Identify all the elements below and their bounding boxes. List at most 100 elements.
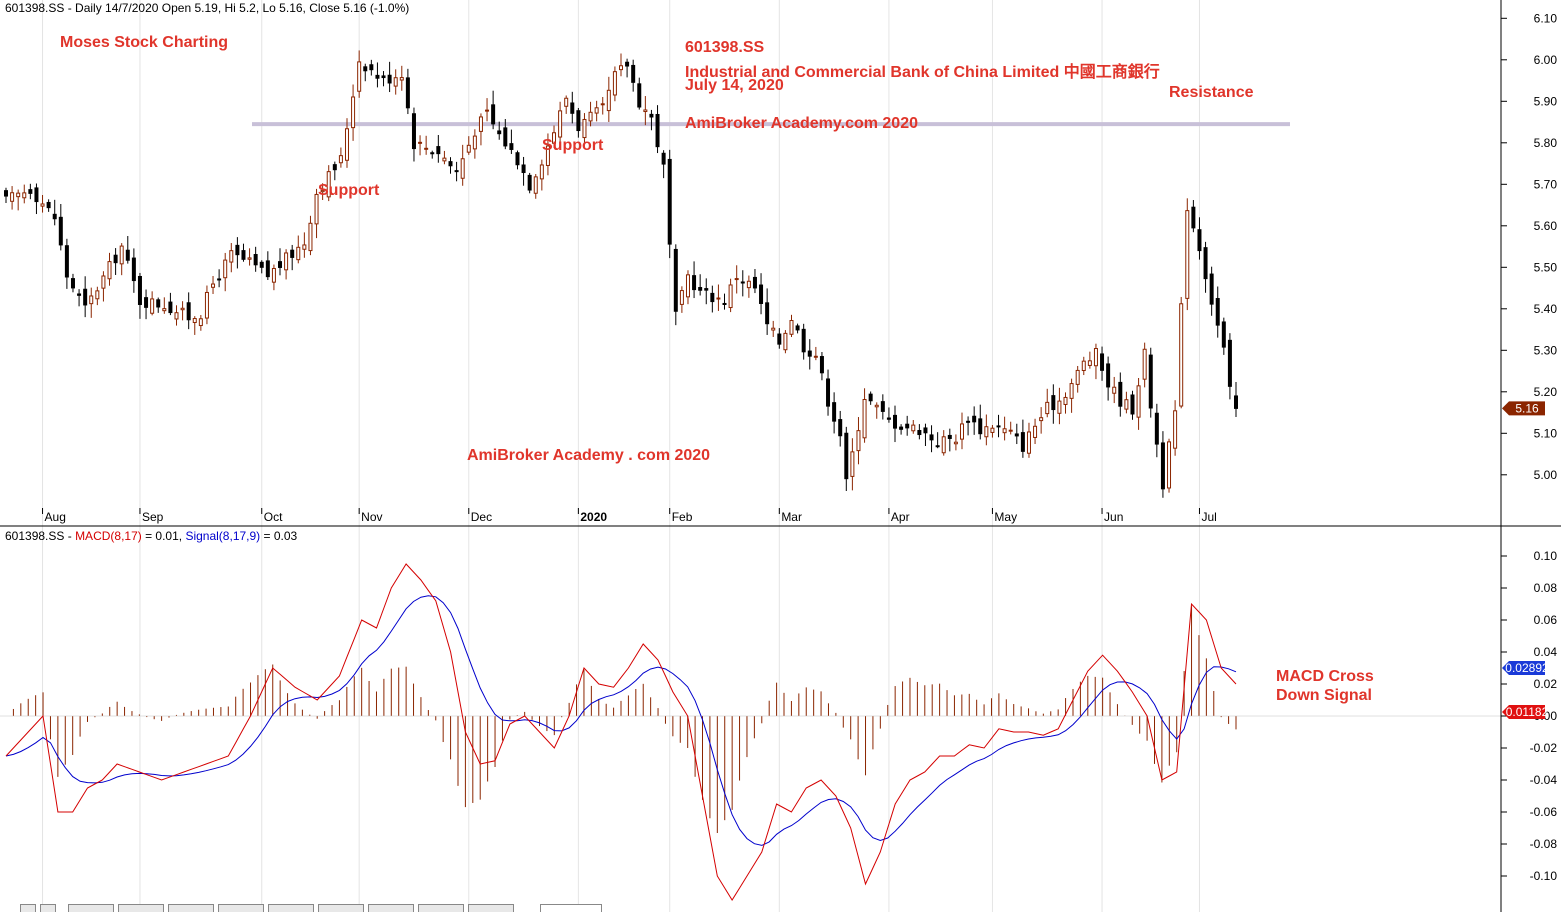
candle-body bbox=[929, 434, 934, 441]
candle-body bbox=[229, 250, 234, 263]
candle-body bbox=[442, 157, 447, 162]
candle bbox=[868, 391, 873, 405]
candle bbox=[174, 305, 179, 326]
candle-body bbox=[192, 318, 197, 324]
sheet-tab[interactable] bbox=[268, 904, 314, 912]
candle-body bbox=[1160, 442, 1165, 490]
candle-body bbox=[819, 356, 824, 374]
candle bbox=[460, 144, 465, 186]
candle-body bbox=[826, 378, 831, 407]
last-close-badge: 5.16 bbox=[1502, 401, 1545, 416]
sheet-tab[interactable] bbox=[218, 904, 264, 912]
candle bbox=[52, 199, 57, 226]
candle-body bbox=[582, 118, 587, 139]
candle bbox=[1100, 346, 1105, 381]
academy-mid-annotation: AmiBroker Academy . com 2020 bbox=[467, 447, 711, 464]
date-annotation: July 14, 2020 bbox=[685, 77, 784, 94]
candle-body bbox=[1148, 354, 1153, 409]
x-tick-label: 2020 bbox=[580, 510, 607, 524]
candle bbox=[1063, 392, 1068, 414]
candle bbox=[454, 161, 459, 182]
candle bbox=[314, 188, 319, 239]
sheet-tab[interactable] bbox=[68, 904, 114, 912]
candle bbox=[978, 404, 983, 440]
candle-body bbox=[734, 278, 739, 281]
x-tick-label: Jun bbox=[1104, 510, 1123, 524]
candle-body bbox=[1197, 229, 1202, 252]
price-tick-label: 5.90 bbox=[1534, 94, 1558, 108]
candle-body bbox=[978, 418, 983, 435]
sheet-tab[interactable] bbox=[20, 904, 36, 912]
candle-body bbox=[466, 144, 471, 153]
candle bbox=[1185, 198, 1190, 311]
candle bbox=[278, 248, 283, 276]
candle bbox=[247, 248, 252, 266]
sheet-tab[interactable] bbox=[168, 904, 214, 912]
candle bbox=[363, 63, 368, 82]
signal-line bbox=[5, 595, 1237, 846]
candle-body bbox=[667, 158, 672, 245]
candle bbox=[552, 125, 557, 148]
macd-tick-label: -0.06 bbox=[1530, 805, 1558, 819]
candle bbox=[204, 285, 209, 325]
candle bbox=[466, 136, 471, 155]
candle-body bbox=[552, 132, 557, 144]
candle-body bbox=[558, 110, 563, 138]
candle-body bbox=[649, 113, 654, 118]
candle bbox=[1087, 351, 1092, 369]
candle-body bbox=[478, 116, 483, 132]
price-y-ticks: 5.00 5.10 5.20 5.30 5.40 5.50 5.60 5.70 5.80 5.90… bbox=[1501, 11, 1557, 482]
candle-body bbox=[326, 171, 331, 198]
sheet-tab[interactable] bbox=[318, 904, 364, 912]
candle bbox=[935, 432, 940, 449]
candle bbox=[223, 252, 228, 292]
candle-body bbox=[418, 141, 423, 144]
price-tick-label: 5.40 bbox=[1534, 302, 1558, 316]
macd-tick-label: 0.02 bbox=[1534, 677, 1558, 691]
candle bbox=[338, 147, 343, 168]
candle bbox=[497, 121, 502, 140]
candle-body bbox=[125, 249, 130, 261]
price-tick-label: 5.10 bbox=[1534, 426, 1558, 440]
sheet-tab[interactable] bbox=[418, 904, 464, 912]
last-close-badge-shape bbox=[1502, 401, 1545, 416]
candle bbox=[28, 183, 33, 200]
candle-body bbox=[947, 434, 952, 439]
sheet-tab[interactable] bbox=[118, 904, 164, 912]
candle-body bbox=[771, 327, 776, 331]
candle bbox=[1203, 241, 1208, 293]
candle-body bbox=[1215, 298, 1220, 326]
candle-body bbox=[1039, 417, 1044, 422]
candle-body bbox=[893, 414, 898, 429]
price-tick-label: 5.80 bbox=[1534, 136, 1558, 150]
candle bbox=[722, 293, 727, 310]
candle-body bbox=[953, 441, 958, 445]
candle-body bbox=[1020, 432, 1025, 452]
price-tick-label: 5.30 bbox=[1534, 343, 1558, 357]
candle bbox=[972, 406, 977, 435]
candle bbox=[369, 59, 374, 76]
sheet-tab-active[interactable] bbox=[540, 904, 602, 912]
candle-body bbox=[1203, 247, 1208, 280]
candle bbox=[320, 183, 325, 201]
candle bbox=[46, 199, 51, 212]
sheet-tab[interactable] bbox=[40, 904, 56, 912]
candle bbox=[941, 430, 946, 456]
candle bbox=[959, 412, 964, 450]
sheet-tab[interactable] bbox=[368, 904, 414, 912]
candle bbox=[844, 426, 849, 492]
candle bbox=[1191, 200, 1196, 233]
candle-body bbox=[137, 275, 142, 305]
candle-body bbox=[1051, 395, 1056, 411]
candle-body bbox=[344, 128, 349, 161]
candle bbox=[704, 278, 709, 305]
candle bbox=[1148, 347, 1153, 418]
candle bbox=[296, 235, 301, 264]
candle bbox=[1014, 423, 1019, 445]
candle-body bbox=[1100, 353, 1105, 371]
candle-body bbox=[485, 109, 490, 112]
sheet-tab[interactable] bbox=[468, 904, 514, 912]
candle bbox=[186, 292, 191, 330]
candle-body bbox=[52, 213, 57, 220]
candle-body bbox=[411, 113, 416, 150]
